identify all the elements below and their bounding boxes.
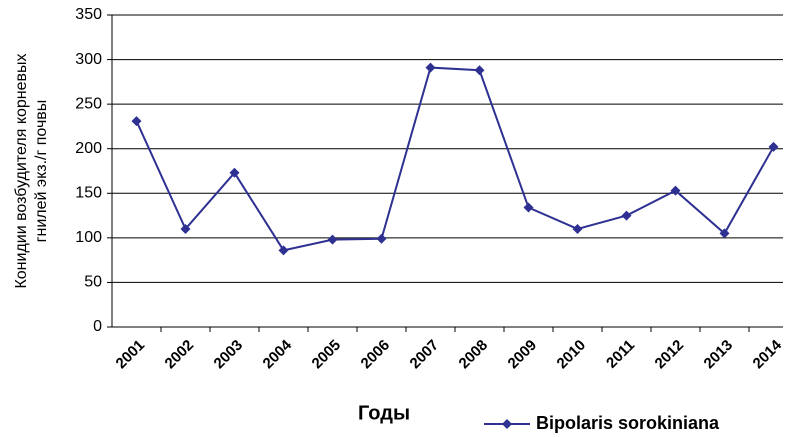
marker bbox=[523, 202, 534, 213]
x-tick-label: 2010 bbox=[554, 337, 590, 373]
marker bbox=[474, 65, 485, 76]
x-axis-title: Годы bbox=[358, 402, 410, 424]
x-tick-label: 2003 bbox=[211, 337, 247, 373]
marker bbox=[229, 167, 240, 178]
marker bbox=[621, 210, 632, 221]
marker bbox=[425, 62, 436, 73]
x-tick-label: 2006 bbox=[358, 337, 394, 373]
marker bbox=[768, 141, 779, 152]
x-tick-label: 2014 bbox=[750, 336, 786, 372]
x-tick-label: 2007 bbox=[407, 337, 443, 373]
marker bbox=[131, 116, 142, 127]
legend-label: Bipolaris sorokiniana bbox=[536, 413, 720, 433]
x-tick-label: 2002 bbox=[162, 337, 198, 373]
x-tick-label: 2001 bbox=[113, 337, 149, 373]
x-tick-label: 2011 bbox=[603, 337, 638, 372]
x-tick-label: 2013 bbox=[701, 337, 737, 373]
x-tick-label: 2004 bbox=[260, 336, 296, 372]
marker bbox=[376, 233, 387, 244]
y-tick-label: 50 bbox=[84, 274, 102, 291]
y-tick-label: 150 bbox=[75, 185, 102, 202]
y-tick-label: 200 bbox=[75, 140, 102, 157]
marker bbox=[278, 245, 289, 256]
marker bbox=[327, 234, 338, 245]
y-tick-label: 0 bbox=[93, 318, 102, 335]
marker bbox=[572, 223, 583, 234]
legend-marker bbox=[502, 419, 512, 429]
y-tick-label: 250 bbox=[75, 95, 102, 112]
marker bbox=[670, 185, 681, 196]
line bbox=[135, 66, 775, 252]
x-tick-label: 2012 bbox=[652, 337, 688, 373]
x-tick-label: 2009 bbox=[505, 337, 541, 373]
x-tick-label: 2008 bbox=[456, 337, 492, 373]
y-tick-label: 350 bbox=[75, 6, 102, 23]
y-axis-title: гнилей экз./г почвы bbox=[33, 100, 50, 243]
marker bbox=[719, 228, 730, 239]
x-tick-label: 2005 bbox=[309, 337, 345, 373]
y-tick-label: 100 bbox=[75, 229, 102, 246]
marker bbox=[180, 223, 191, 234]
y-tick-label: 300 bbox=[75, 51, 102, 68]
y-axis-title: Конидии возбудителя корневых bbox=[13, 53, 30, 288]
